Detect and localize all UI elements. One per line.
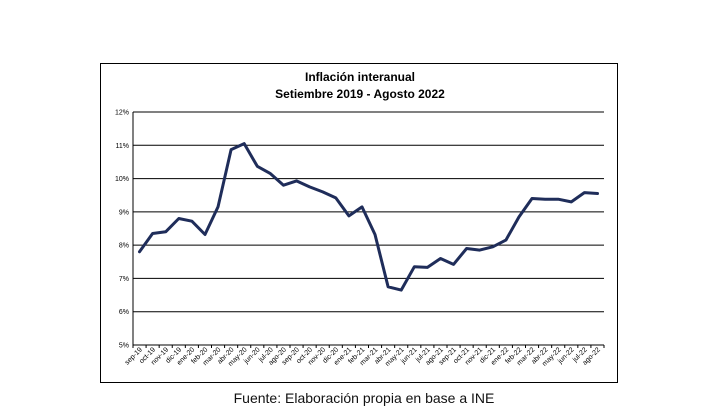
data-point <box>426 266 429 269</box>
chart-frame: Inflación interanual Setiembre 2019 - Ag… <box>100 63 618 383</box>
data-point <box>517 215 520 218</box>
data-point <box>465 247 468 250</box>
data-point <box>190 220 193 223</box>
data-point <box>164 230 167 233</box>
data-point <box>387 285 390 288</box>
y-tick-label: 11% <box>116 143 130 150</box>
data-point <box>334 196 337 199</box>
data-point <box>177 217 180 220</box>
data-point <box>282 184 285 187</box>
data-point <box>243 142 246 145</box>
data-point <box>360 205 363 208</box>
data-point <box>347 214 350 217</box>
data-point <box>531 197 534 200</box>
data-point <box>596 192 599 195</box>
series-group <box>138 142 599 292</box>
data-point <box>570 200 573 203</box>
data-point <box>308 185 311 188</box>
source-caption: Fuente: Elaboración propia en base a INE <box>233 390 495 406</box>
data-point <box>269 172 272 175</box>
data-point <box>138 250 141 253</box>
y-tick-label: 10% <box>115 176 129 183</box>
data-point <box>478 249 481 252</box>
data-point <box>203 233 206 236</box>
data-point <box>295 179 298 182</box>
data-point <box>256 165 259 168</box>
chart-subtitle: Setiembre 2019 - Agosto 2022 <box>275 87 445 101</box>
y-tick-label: 5% <box>119 343 129 350</box>
series-line <box>138 142 599 292</box>
data-point <box>217 205 220 208</box>
y-tick-label: 9% <box>119 209 129 216</box>
data-point <box>557 198 560 201</box>
data-point <box>400 289 403 292</box>
y-tick-label: 8% <box>119 243 129 250</box>
data-point <box>374 233 377 236</box>
data-point <box>151 232 154 235</box>
data-point <box>321 190 324 193</box>
data-point <box>491 245 494 248</box>
line-chart: Inflación interanual Setiembre 2019 - Ag… <box>115 70 605 368</box>
data-point <box>504 239 507 242</box>
data-point <box>452 263 455 266</box>
y-tick-label: 6% <box>119 309 129 316</box>
y-tick-label: 7% <box>119 276 129 283</box>
y-axis-ticks: 5% 6% 7% 8% 9% 10% 11% 12% <box>115 110 129 350</box>
data-point <box>413 265 416 268</box>
grid-lines <box>132 111 604 346</box>
chart-title: Inflación interanual <box>305 70 415 84</box>
data-point <box>583 191 586 194</box>
x-axis-ticks: sep-19oct-19nov-19dic-19ene-20feb-20mar-… <box>124 345 605 368</box>
data-point <box>230 148 233 151</box>
data-point <box>544 198 547 201</box>
y-tick-label: 12% <box>115 110 129 117</box>
data-point <box>439 257 442 260</box>
